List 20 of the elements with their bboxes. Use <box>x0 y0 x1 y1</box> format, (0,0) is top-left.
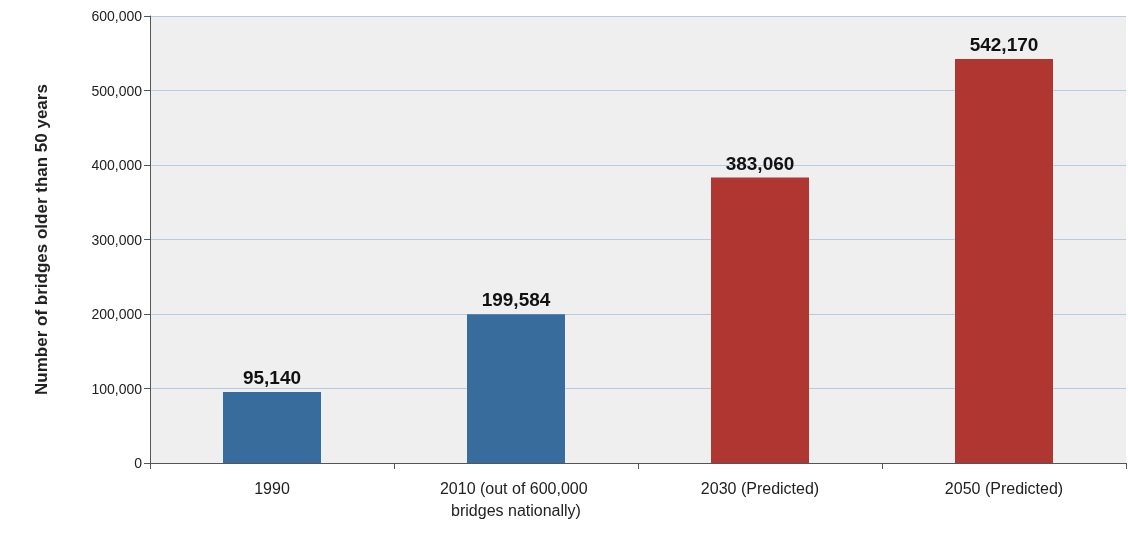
y-tick-label: 100,000 <box>91 380 143 397</box>
data-label: 199,584 <box>481 289 551 311</box>
x-tick-label: 2050 (Predicted) <box>944 479 1064 497</box>
y-tick-label: 300,000 <box>91 231 143 248</box>
bar <box>955 59 1053 463</box>
y-tick-label: 0 <box>134 455 143 471</box>
data-label: 95,140 <box>242 367 302 389</box>
y-tick-label: 600,000 <box>91 8 143 24</box>
bar <box>467 314 565 463</box>
data-label: 383,060 <box>725 152 795 174</box>
bar <box>223 392 321 463</box>
y-tick-label: 500,000 <box>91 82 143 99</box>
x-tick-label: 1990 <box>254 479 290 497</box>
data-label: 542,170 <box>969 34 1039 56</box>
y-axis-title: Number of bridges older than 50 years <box>32 84 51 395</box>
x-tick-label: 2030 (Predicted) <box>700 479 820 497</box>
y-tick-label: 200,000 <box>91 306 143 322</box>
x-tick-label: 2010 (out of 600,000 bridges nationally) <box>439 479 593 519</box>
y-tick-label: 400,000 <box>91 157 143 173</box>
bar <box>711 177 809 463</box>
